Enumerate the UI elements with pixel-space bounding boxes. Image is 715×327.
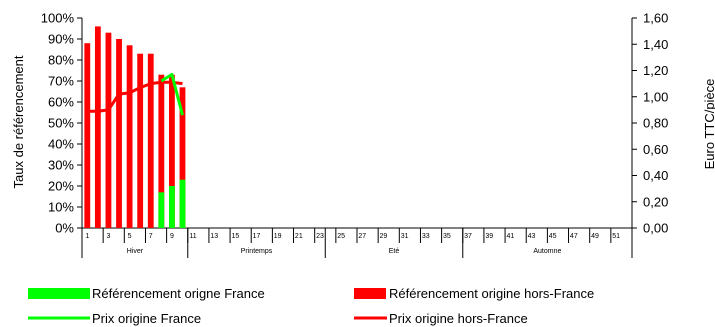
bars-hors-france — [84, 26, 186, 229]
x-tick-label: 15 — [231, 233, 239, 240]
y-right-tick-label: 1,00 — [643, 89, 668, 104]
y-left-tick-label: 30% — [48, 158, 74, 173]
y-right-tick-label: 1,40 — [643, 37, 668, 52]
x-tick-label: 35 — [443, 233, 451, 240]
season-label: Hiver — [127, 248, 144, 255]
legend-swatch-hors-france-bar — [354, 288, 386, 299]
bars-france — [158, 179, 186, 228]
bar-france — [179, 179, 186, 228]
y-right-tick-label: 0,60 — [643, 142, 668, 157]
line-prix-france — [160, 72, 184, 116]
bar-hors-france — [105, 32, 112, 229]
legend-label-france-bar: Référencement origne France — [92, 286, 265, 301]
y-right-tick-label: 1,60 — [643, 11, 668, 26]
x-tick-label: 21 — [295, 233, 303, 240]
x-tick-label: 25 — [337, 233, 345, 240]
legend: Référencement origne France Référencemen… — [28, 286, 594, 326]
y-right-tick-label: 1,20 — [643, 63, 668, 78]
y-left-axis-label: Taux de référencement — [11, 55, 26, 188]
bar-hors-france — [158, 74, 165, 228]
bar-hors-france — [116, 39, 122, 228]
x-tick-label: 39 — [485, 233, 493, 240]
x-tick-label: 43 — [528, 233, 536, 240]
legend-label-france-line: Prix origine France — [92, 311, 201, 326]
x-tick-label: 47 — [570, 233, 578, 240]
bar-france — [168, 186, 175, 228]
bar-hors-france — [126, 45, 133, 228]
x-tick-label: 45 — [549, 233, 557, 240]
legend-swatch-france-bar — [28, 288, 90, 299]
y-left-tick-label: 100% — [41, 11, 75, 26]
x-tick-label: 33 — [422, 233, 430, 240]
season-label: Printemps — [241, 248, 273, 255]
x-tick-label: 13 — [210, 233, 218, 240]
price-lines — [87, 72, 184, 116]
bar-hors-france — [168, 74, 175, 228]
x-tick-label: 7 — [149, 233, 153, 240]
y-left-tick-label: 80% — [48, 53, 74, 68]
x-tick-label: 27 — [358, 233, 366, 240]
y-left-tick-label: 50% — [48, 116, 74, 131]
y-left-tick-label: 10% — [48, 200, 74, 215]
x-tick-label: 5 — [128, 233, 132, 240]
y-left-tick-label: 70% — [48, 74, 74, 89]
bar-france — [158, 192, 165, 228]
legend-label-hors-france-bar: Référencement origine hors-France — [389, 286, 594, 301]
x-tick-label: 17 — [253, 233, 261, 240]
y-right-tick-label: 0,00 — [643, 221, 668, 236]
x-tick-label: 41 — [506, 233, 514, 240]
season-label: Eté — [389, 248, 400, 255]
x-tick-label: 51 — [612, 233, 620, 240]
x-tick-label: 1 — [85, 233, 89, 240]
y-left-tick-label: 60% — [48, 95, 74, 110]
x-tick-label: 11 — [189, 233, 196, 240]
legend-label-hors-france-line: Prix origine hors-France — [389, 311, 528, 326]
y-left-tick-label: 0% — [55, 221, 74, 236]
y-right-tick-label: 0,80 — [643, 116, 668, 131]
bar-hors-france — [94, 26, 101, 229]
y-left-tick-label: 40% — [48, 137, 74, 152]
x-tick-label: 19 — [274, 233, 282, 240]
x-tick-label: 23 — [316, 233, 324, 240]
x-tick-label: 29 — [380, 233, 388, 240]
x-tick-label: 37 — [464, 233, 472, 240]
line-prix-hors-france — [87, 80, 183, 113]
bar-hors-france — [147, 53, 154, 229]
y-left-tick-label: 90% — [48, 32, 74, 47]
season-label: Automne — [533, 248, 561, 255]
tick-labels: 0% 10% 20% 30% 40% 50% 60% 70% 80% 90% 100% 0,00 0,2… — [41, 11, 669, 256]
bar-hors-france — [84, 43, 91, 229]
bar-hors-france — [137, 53, 144, 229]
x-tick-label: 3 — [106, 233, 110, 240]
bar-hors-france — [179, 87, 186, 228]
y-right-tick-label: 0,20 — [643, 194, 668, 209]
x-tick-label: 31 — [401, 233, 409, 240]
y-right-tick-label: 0,40 — [643, 168, 668, 183]
y-left-tick-label: 20% — [48, 179, 74, 194]
x-tick-label: 49 — [591, 233, 599, 240]
y-right-axis-label: Euro TTC/pièce — [702, 79, 715, 170]
x-tick-label: 9 — [170, 233, 174, 240]
